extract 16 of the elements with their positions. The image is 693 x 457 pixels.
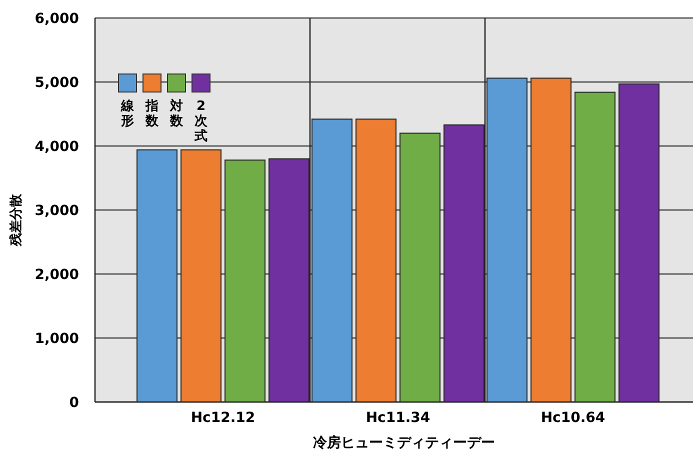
y-tick-label: 2,000 <box>34 267 80 283</box>
y-axis-title: 残差分散 <box>9 193 24 247</box>
legend-label: 対数 <box>169 98 184 129</box>
y-tick-label: 4,000 <box>34 139 80 155</box>
y-tick-label: 5,000 <box>34 75 80 91</box>
x-axis-title: 冷房ヒューミディティーデー <box>313 434 495 451</box>
x-tick-label: Hc10.64 <box>540 410 606 426</box>
x-tick-label: Hc11.34 <box>366 410 430 426</box>
x-tick-label: Hc12.12 <box>190 410 256 426</box>
y-tick-label: 6,000 <box>34 11 80 27</box>
y-tick-label: 0 <box>69 395 80 411</box>
y-tick-label: 3,000 <box>34 203 80 219</box>
y-tick-label: 1,000 <box>34 331 80 347</box>
legend-label: 2次式 <box>194 99 208 144</box>
legend-label: 線形 <box>120 99 135 129</box>
legend-label: 指数 <box>144 99 160 129</box>
